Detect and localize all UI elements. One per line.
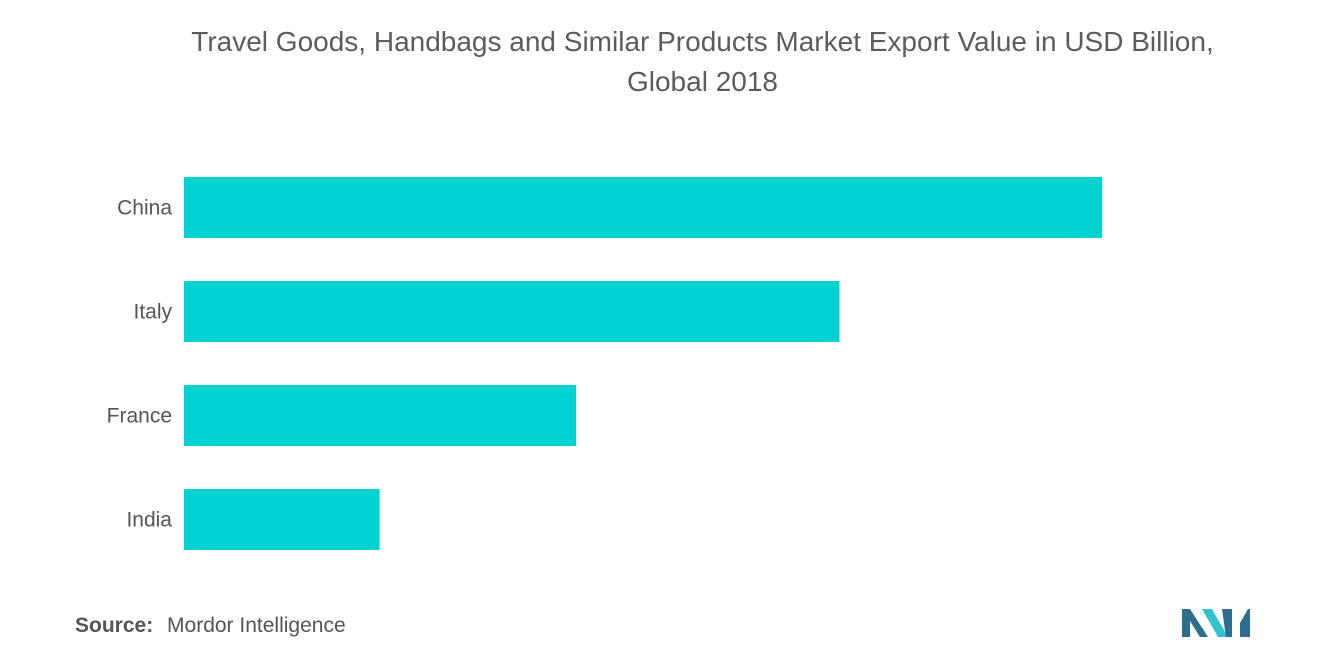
source-label: Source: <box>75 614 154 637</box>
category-label-italy: Italy <box>133 301 172 324</box>
source-note: Source: Mordor Intelligence <box>75 614 346 638</box>
logo-middle-stroke <box>1202 609 1228 637</box>
mordor-intelligence-logo-icon <box>1182 609 1250 637</box>
bar-india <box>184 489 380 550</box>
category-label-china: China <box>117 197 172 220</box>
source-text: Mordor Intelligence <box>167 614 346 637</box>
bar-italy <box>184 281 840 342</box>
bar-china <box>184 177 1102 238</box>
logo-left-stroke <box>1182 609 1208 637</box>
bar-france <box>184 385 576 446</box>
chart-title: Travel Goods, Handbags and Similar Produ… <box>0 22 1320 102</box>
logo-right-stroke <box>1222 609 1250 637</box>
chart-title-line-1: Travel Goods, Handbags and Similar Produ… <box>191 26 1214 57</box>
chart-title-line-2: Global 2018 <box>626 66 778 97</box>
category-label-india: India <box>126 509 172 532</box>
category-label-france: France <box>107 405 172 428</box>
